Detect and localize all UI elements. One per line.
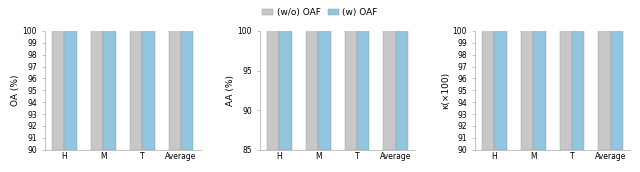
Bar <box>103 0 116 150</box>
Bar <box>383 0 396 150</box>
Y-axis label: OA (%): OA (%) <box>11 74 20 106</box>
Bar <box>142 0 155 150</box>
Bar <box>267 0 279 150</box>
Bar <box>559 0 572 150</box>
Bar <box>130 0 142 150</box>
Y-axis label: AA (%): AA (%) <box>226 75 235 106</box>
Y-axis label: κ(×100): κ(×100) <box>441 72 450 109</box>
Bar <box>572 0 584 150</box>
Bar <box>611 0 623 150</box>
Bar <box>91 0 103 150</box>
Bar <box>168 0 181 150</box>
Bar <box>494 0 507 150</box>
Bar <box>396 0 408 150</box>
Bar <box>181 0 193 150</box>
Bar <box>533 0 545 150</box>
Legend: (w/o) OAF, (w) OAF: (w/o) OAF, (w) OAF <box>259 4 381 21</box>
Bar <box>344 0 357 150</box>
Bar <box>65 0 77 150</box>
Bar <box>279 0 292 150</box>
Bar <box>306 0 318 150</box>
Bar <box>318 0 331 150</box>
Bar <box>52 0 65 150</box>
Bar <box>482 0 494 150</box>
Bar <box>598 0 611 150</box>
Bar <box>357 0 369 150</box>
Bar <box>520 0 533 150</box>
